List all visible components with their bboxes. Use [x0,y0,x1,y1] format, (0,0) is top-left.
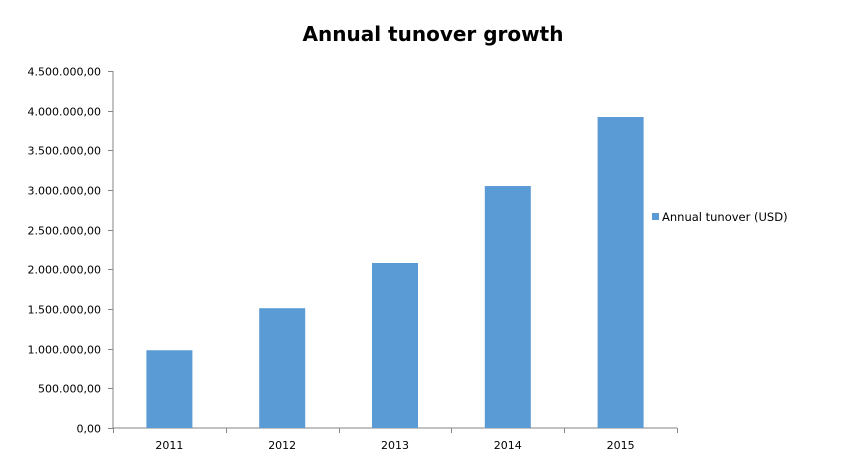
y-tick-label: 4.500.000,00 [28,66,101,79]
legend: Annual tunover (USD) [652,210,788,224]
y-tick-label: 4.000.000,00 [28,106,101,119]
legend-swatch [652,213,659,220]
y-tick-label: 2.000.000,00 [28,264,101,277]
x-tick-label: 2012 [268,439,296,452]
y-tick-label: 500.000,00 [38,383,101,396]
bar-2014 [484,186,531,428]
x-tick-label: 2013 [381,439,409,452]
y-tick-label: 1.000.000,00 [28,344,101,357]
x-tick-label: 2011 [155,439,183,452]
tick-labels: 0,00 500.000,00 1.000.000,00 1.500.000,00 2.… [28,66,635,453]
bar-2012 [259,308,306,428]
bars [146,117,644,428]
y-tick-label: 3.000.000,00 [28,185,101,198]
x-tick-label: 2015 [607,439,635,452]
y-tick-label: 1.500.000,00 [28,304,101,317]
bar-2015 [597,117,644,428]
bar-2013 [372,262,418,428]
legend-label: Annual tunover (USD) [662,210,788,224]
y-tick-label: 2.500.000,00 [28,225,101,238]
y-tick-label: 0,00 [77,423,102,436]
chart-title: Annual tunover growth [302,22,564,46]
bar-2011 [146,350,193,428]
y-tick-label: 3.500.000,00 [28,145,101,158]
x-tick-label: 2014 [494,439,522,452]
